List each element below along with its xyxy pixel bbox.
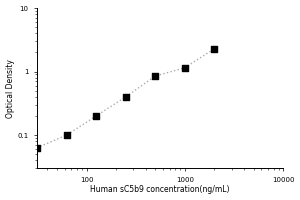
Point xyxy=(34,146,39,149)
X-axis label: Human sC5b9 concentration(ng/mL): Human sC5b9 concentration(ng/mL) xyxy=(90,185,230,194)
Point xyxy=(64,134,69,137)
Point xyxy=(212,47,217,50)
Point xyxy=(153,74,158,78)
Point xyxy=(182,66,187,69)
Point xyxy=(123,95,128,98)
Point xyxy=(94,114,98,118)
Y-axis label: Optical Density: Optical Density xyxy=(6,59,15,118)
